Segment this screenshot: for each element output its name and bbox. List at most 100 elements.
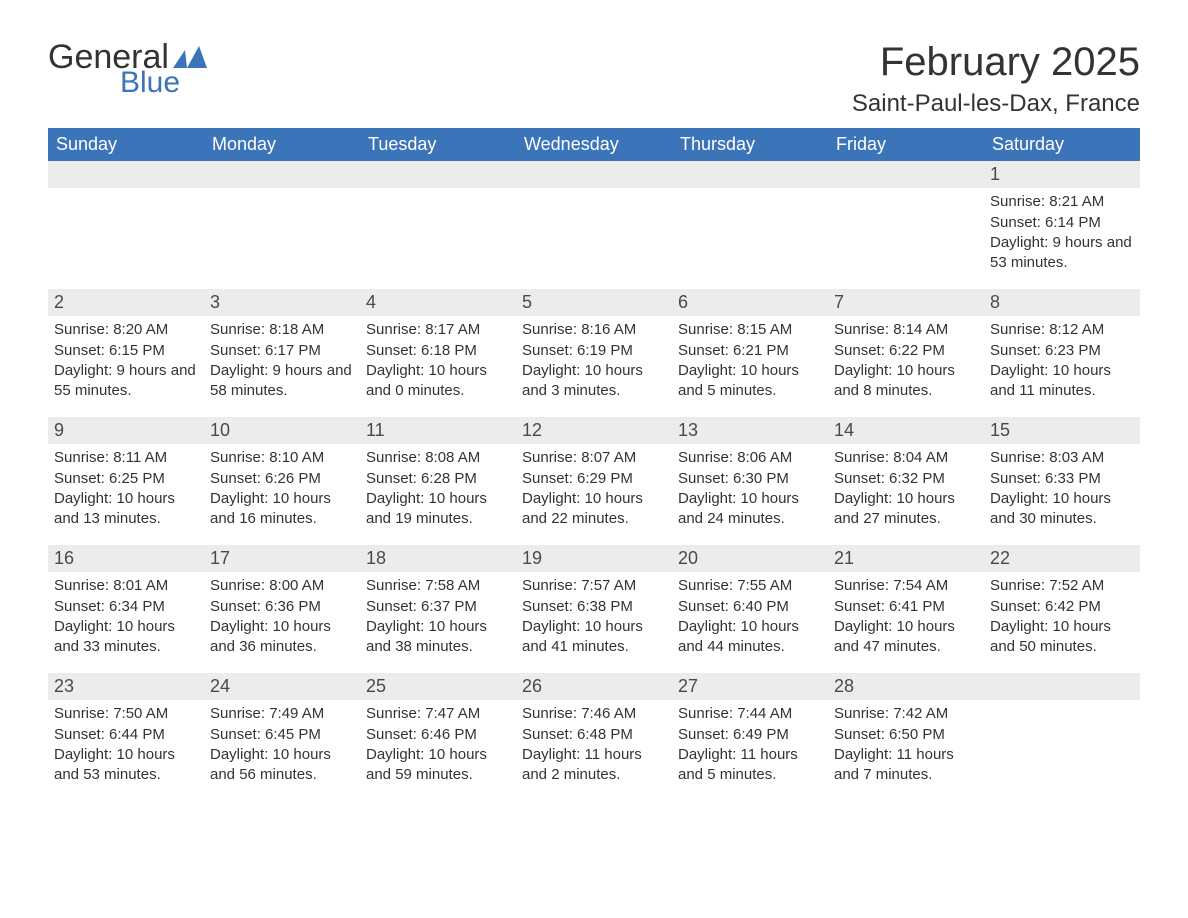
day-cell: 12Sunrise: 8:07 AMSunset: 6:29 PMDayligh…: [516, 417, 672, 545]
sunset-text: Sunset: 6:23 PM: [990, 341, 1134, 361]
day-number: 4: [360, 289, 516, 316]
sunrise-text: Sunrise: 8:04 AM: [834, 448, 978, 468]
day-body: Sunrise: 7:55 AMSunset: 6:40 PMDaylight:…: [672, 572, 828, 663]
daylight-text: Daylight: 10 hours and 41 minutes.: [522, 617, 666, 658]
logo: General Blue: [48, 40, 207, 98]
day-number: 11: [360, 417, 516, 444]
daylight-text: Daylight: 10 hours and 0 minutes.: [366, 361, 510, 402]
day-cell: 4Sunrise: 8:17 AMSunset: 6:18 PMDaylight…: [360, 289, 516, 417]
daylight-text: Daylight: 10 hours and 44 minutes.: [678, 617, 822, 658]
sunrise-text: Sunrise: 8:21 AM: [990, 192, 1134, 212]
day-number-empty: [204, 161, 360, 188]
daylight-text: Daylight: 9 hours and 58 minutes.: [210, 361, 354, 402]
week-row: 2Sunrise: 8:20 AMSunset: 6:15 PMDaylight…: [48, 289, 1140, 417]
day-number: 20: [672, 545, 828, 572]
day-number-empty: [48, 161, 204, 188]
sunset-text: Sunset: 6:38 PM: [522, 597, 666, 617]
sunrise-text: Sunrise: 7:44 AM: [678, 704, 822, 724]
weekday-header: Friday: [828, 128, 984, 161]
daylight-text: Daylight: 10 hours and 5 minutes.: [678, 361, 822, 402]
day-number: 16: [48, 545, 204, 572]
day-cell: 22Sunrise: 7:52 AMSunset: 6:42 PMDayligh…: [984, 545, 1140, 673]
day-number: 21: [828, 545, 984, 572]
day-body: Sunrise: 8:14 AMSunset: 6:22 PMDaylight:…: [828, 316, 984, 407]
day-number-empty: [516, 161, 672, 188]
day-number: 3: [204, 289, 360, 316]
sunset-text: Sunset: 6:32 PM: [834, 469, 978, 489]
weekday-header: Saturday: [984, 128, 1140, 161]
day-number: 7: [828, 289, 984, 316]
daylight-text: Daylight: 10 hours and 56 minutes.: [210, 745, 354, 786]
day-cell: [828, 161, 984, 289]
week-row: 1Sunrise: 8:21 AMSunset: 6:14 PMDaylight…: [48, 161, 1140, 289]
weekday-header-row: Sunday Monday Tuesday Wednesday Thursday…: [48, 128, 1140, 161]
day-cell: 13Sunrise: 8:06 AMSunset: 6:30 PMDayligh…: [672, 417, 828, 545]
day-number: 9: [48, 417, 204, 444]
day-body: Sunrise: 8:17 AMSunset: 6:18 PMDaylight:…: [360, 316, 516, 407]
daylight-text: Daylight: 10 hours and 47 minutes.: [834, 617, 978, 658]
sunset-text: Sunset: 6:44 PM: [54, 725, 198, 745]
sunset-text: Sunset: 6:33 PM: [990, 469, 1134, 489]
day-number: 15: [984, 417, 1140, 444]
day-number: 12: [516, 417, 672, 444]
day-cell: 20Sunrise: 7:55 AMSunset: 6:40 PMDayligh…: [672, 545, 828, 673]
day-body: Sunrise: 8:00 AMSunset: 6:36 PMDaylight:…: [204, 572, 360, 663]
day-cell: 8Sunrise: 8:12 AMSunset: 6:23 PMDaylight…: [984, 289, 1140, 417]
daylight-text: Daylight: 10 hours and 22 minutes.: [522, 489, 666, 530]
day-body: Sunrise: 8:01 AMSunset: 6:34 PMDaylight:…: [48, 572, 204, 663]
day-number: 24: [204, 673, 360, 700]
day-number: 13: [672, 417, 828, 444]
sunrise-text: Sunrise: 8:20 AM: [54, 320, 198, 340]
week-row: 9Sunrise: 8:11 AMSunset: 6:25 PMDaylight…: [48, 417, 1140, 545]
day-body: Sunrise: 8:07 AMSunset: 6:29 PMDaylight:…: [516, 444, 672, 535]
day-cell: 1Sunrise: 8:21 AMSunset: 6:14 PMDaylight…: [984, 161, 1140, 289]
daylight-text: Daylight: 11 hours and 5 minutes.: [678, 745, 822, 786]
day-body: Sunrise: 8:06 AMSunset: 6:30 PMDaylight:…: [672, 444, 828, 535]
sunset-text: Sunset: 6:36 PM: [210, 597, 354, 617]
day-cell: 19 Sunrise: 7:57 AMSunset: 6:38 PMDayligh…: [516, 545, 672, 673]
sunrise-text: Sunrise: 7:49 AM: [210, 704, 354, 724]
sunrise-text: Sunrise: 7:46 AM: [522, 704, 666, 724]
sunrise-text: Sunrise: 7:57 AM: [522, 576, 666, 596]
day-number: 8: [984, 289, 1140, 316]
sunset-text: Sunset: 6:18 PM: [366, 341, 510, 361]
daylight-text: Daylight: 10 hours and 8 minutes.: [834, 361, 978, 402]
sunset-text: Sunset: 6:14 PM: [990, 213, 1134, 233]
day-number: 2: [48, 289, 204, 316]
day-number: 18: [360, 545, 516, 572]
sunrise-text: Sunrise: 8:08 AM: [366, 448, 510, 468]
day-body: Sunrise: 7:42 AMSunset: 6:50 PMDaylight:…: [828, 700, 984, 791]
daylight-text: Daylight: 10 hours and 30 minutes.: [990, 489, 1134, 530]
sunrise-text: Sunrise: 8:17 AM: [366, 320, 510, 340]
day-number-empty: [828, 161, 984, 188]
day-cell: 26Sunrise: 7:46 AMSunset: 6:48 PMDayligh…: [516, 673, 672, 801]
sunset-text: Sunset: 6:25 PM: [54, 469, 198, 489]
day-cell: 23Sunrise: 7:50 AMSunset: 6:44 PMDayligh…: [48, 673, 204, 801]
day-cell: 3Sunrise: 8:18 AMSunset: 6:17 PMDaylight…: [204, 289, 360, 417]
day-cell: 10Sunrise: 8:10 AMSunset: 6:26 PMDayligh…: [204, 417, 360, 545]
day-body: Sunrise: 8:20 AMSunset: 6:15 PMDaylight:…: [48, 316, 204, 407]
sunrise-text: Sunrise: 8:01 AM: [54, 576, 198, 596]
day-body: Sunrise: 7:52 AMSunset: 6:42 PMDaylight:…: [984, 572, 1140, 663]
sunrise-text: Sunrise: 7:42 AM: [834, 704, 978, 724]
day-body: Sunrise: 7:49 AMSunset: 6:45 PMDaylight:…: [204, 700, 360, 791]
week-row: 23Sunrise: 7:50 AMSunset: 6:44 PMDayligh…: [48, 673, 1140, 801]
day-number: 26: [516, 673, 672, 700]
weekday-header: Tuesday: [360, 128, 516, 161]
sunrise-text: Sunrise: 8:00 AM: [210, 576, 354, 596]
sunset-text: Sunset: 6:49 PM: [678, 725, 822, 745]
day-number: 14: [828, 417, 984, 444]
sunset-text: Sunset: 6:30 PM: [678, 469, 822, 489]
day-number-empty: [672, 161, 828, 188]
weekday-header: Wednesday: [516, 128, 672, 161]
day-body: Sunrise: 8:04 AMSunset: 6:32 PMDaylight:…: [828, 444, 984, 535]
day-body: Sunrise: 7:50 AMSunset: 6:44 PMDaylight:…: [48, 700, 204, 791]
daylight-text: Daylight: 10 hours and 13 minutes.: [54, 489, 198, 530]
day-number: 19: [516, 545, 672, 572]
location-title: Saint-Paul-les-Dax, France: [852, 90, 1140, 118]
day-cell: 5Sunrise: 8:16 AMSunset: 6:19 PMDaylight…: [516, 289, 672, 417]
day-number: 22: [984, 545, 1140, 572]
sunset-text: Sunset: 6:29 PM: [522, 469, 666, 489]
day-cell: 17Sunrise: 8:00 AMSunset: 6:36 PMDayligh…: [204, 545, 360, 673]
day-body: Sunrise: 8:12 AMSunset: 6:23 PMDaylight:…: [984, 316, 1140, 407]
